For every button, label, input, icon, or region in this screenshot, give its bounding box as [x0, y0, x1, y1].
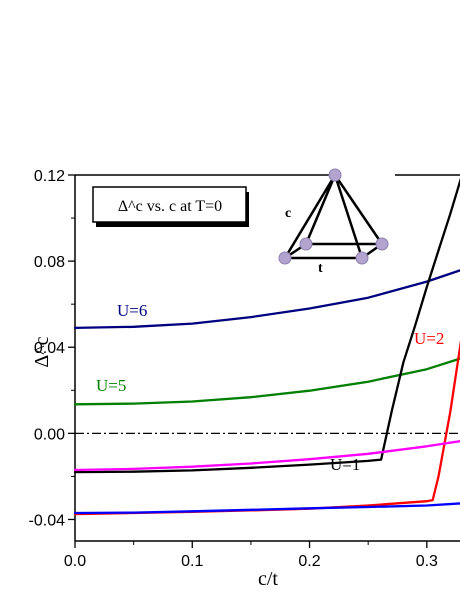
series-label-u5: U=5: [96, 376, 126, 395]
ticks: [68, 174, 428, 548]
x-tick-label: 0.2: [298, 553, 320, 570]
y-tick-label: 0.00: [34, 426, 65, 443]
series-line-unlabeled-4: [73, 440, 460, 472]
inset-pyramid-diagram: c t: [278, 168, 389, 276]
chart-title: Δ^c vs. c at T=0: [118, 198, 222, 215]
series-line-u1: [73, 177, 460, 474]
x-axis-title: c/t: [258, 568, 278, 590]
series-line-unlabeled-5: [73, 502, 460, 515]
y-tick-label: -0.04: [29, 512, 66, 529]
series-line-u5: [73, 357, 460, 406]
x-tick-label: 0.1: [181, 553, 203, 570]
y-axis-title: Δ^c: [31, 336, 53, 367]
series-label-u1: U=1: [330, 455, 360, 474]
plot-frame: [74, 174, 460, 542]
series-label-u2: U=2: [414, 329, 444, 348]
y-tick-label: 0.08: [34, 254, 65, 271]
inset-label-c: c: [285, 206, 291, 221]
series-line-u2: [73, 339, 460, 516]
series-line-u6: [73, 269, 460, 330]
y-tick-label: 0.04: [34, 340, 65, 357]
series-label-u6: U=6: [117, 301, 147, 320]
inset-label-t: t: [318, 261, 323, 276]
x-tick-label: 0.0: [64, 553, 86, 570]
y-tick-label: 0.12: [34, 168, 65, 185]
legend-box: Δ^c vs. c at T=0: [92, 186, 249, 227]
x-tick-label: 0.3: [416, 553, 438, 570]
series-layer: [73, 177, 460, 516]
tick-labels: 0.0 0.1 0.2 0.3 -0.04 0.00 0.04 0.08 0.12: [29, 168, 439, 570]
